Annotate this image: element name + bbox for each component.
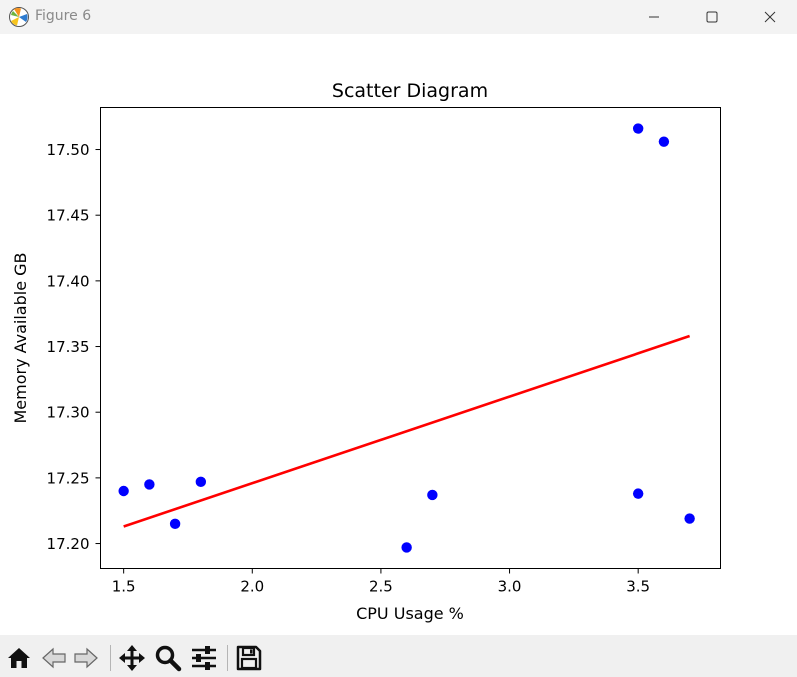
minimize-icon xyxy=(649,16,659,18)
maximize-button[interactable] xyxy=(683,0,741,34)
forward-button[interactable] xyxy=(71,643,101,673)
x-axis-label: CPU Usage % xyxy=(356,604,464,623)
y-axis-ticks: 17.20 17.25 17.30 17.35 17.40 17.45 17.50 xyxy=(47,141,101,553)
configure-subplots-button[interactable] xyxy=(189,643,219,673)
home-button[interactable] xyxy=(4,643,34,673)
scatter-point xyxy=(427,489,438,501)
x-tick-label: 3.0 xyxy=(498,578,522,596)
scatter-point xyxy=(401,542,412,553)
window-title: Figure 6 xyxy=(35,8,92,24)
chart-title: Scatter Diagram xyxy=(332,80,488,102)
toolbar-separator xyxy=(227,645,228,671)
close-icon xyxy=(764,11,776,23)
maximize-icon xyxy=(706,11,718,23)
plot-area xyxy=(100,107,721,569)
home-icon xyxy=(8,648,30,668)
y-axis-label: Memory Available GB xyxy=(11,252,30,423)
scatter-point xyxy=(195,476,207,488)
y-tick-label: 17.25 xyxy=(47,469,90,487)
close-button[interactable] xyxy=(741,0,797,34)
y-tick-label: 17.50 xyxy=(47,141,90,159)
figure-canvas[interactable]: Scatter Diagram 1.5 2.0 2.5 3.0 3.5 17.20 17.… xyxy=(0,34,797,635)
scatter-point xyxy=(658,136,670,147)
x-tick-label: 2.5 xyxy=(369,578,393,596)
toolbar-separator xyxy=(110,645,111,671)
scatter-point xyxy=(118,485,129,497)
y-tick-label: 17.35 xyxy=(47,338,90,356)
x-axis-ticks: 1.5 2.0 2.5 3.0 3.5 xyxy=(112,568,650,596)
forward-icon xyxy=(74,647,98,669)
scatter-point xyxy=(684,513,695,524)
minimize-button[interactable] xyxy=(625,0,683,34)
pan-icon xyxy=(119,645,145,671)
matplotlib-logo-icon xyxy=(9,7,29,27)
back-button[interactable] xyxy=(39,643,69,673)
regression-line xyxy=(123,334,691,528)
data-series xyxy=(118,123,695,553)
scatter-chart: Scatter Diagram 1.5 2.0 2.5 3.0 3.5 17.2017.… xyxy=(11,80,721,623)
back-icon xyxy=(42,647,66,669)
y-tick-label: 17.20 xyxy=(47,535,90,553)
pan-button[interactable] xyxy=(117,643,147,673)
scatter-point xyxy=(632,123,644,134)
scatter-point xyxy=(169,518,181,530)
configure-subplots-icon xyxy=(192,646,216,670)
zoom-icon xyxy=(155,645,182,672)
x-tick-label: 1.5 xyxy=(112,578,136,596)
y-tick-label: 17.45 xyxy=(47,207,90,225)
scatter-point xyxy=(144,479,155,490)
x-tick-label: 3.5 xyxy=(626,578,650,596)
x-tick-label: 2.0 xyxy=(240,578,264,596)
y-tick-label: 17.40 xyxy=(47,272,90,290)
y-tick-label: 17.30 xyxy=(47,404,90,422)
zoom-button[interactable] xyxy=(153,643,183,673)
scatter-point xyxy=(632,488,644,499)
navigation-toolbar xyxy=(0,635,797,677)
save-icon xyxy=(236,645,262,671)
window-titlebar: Figure 6 xyxy=(0,0,797,34)
save-button[interactable] xyxy=(234,643,264,673)
